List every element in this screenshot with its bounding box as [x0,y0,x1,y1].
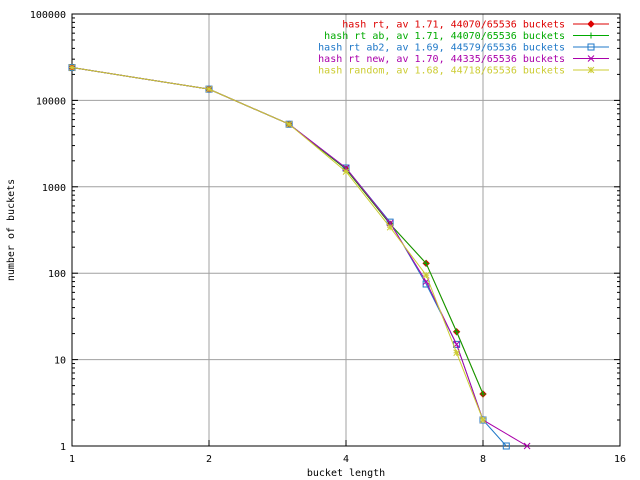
legend-label: hash rt, av 1.71, 44070/65536 buckets [342,20,565,31]
y-tick-label: 100000 [30,10,66,21]
data-point [285,120,293,128]
legend-label: hash rt new, av 1.70, 44335/65536 bucket… [318,54,565,65]
data-point [479,416,487,424]
data-point [205,85,213,93]
y-tick-label: 10 [54,356,66,367]
series-5 [68,64,487,424]
x-tick-label: 4 [343,454,349,465]
x-tick-labels: 1 2 4 8 16 [69,454,626,465]
data-point [480,390,486,397]
series-group [68,63,531,450]
data-point [422,271,430,279]
y-tick-label: 1 [60,442,66,453]
data-point [453,349,460,357]
y-tick-labels: 1 10 100 1000 10000 100000 [30,10,66,453]
legend-marker [588,32,594,39]
data-point [502,442,510,450]
legend-label: hash rt ab2, av 1.69, 44579/65536 bucket… [318,43,565,54]
x-tick-label: 16 [614,454,626,465]
data-point [523,442,531,450]
legend: hash rt, av 1.71, 44070/65536 bucketshas… [318,20,609,77]
y-axis-label: number of buckets [6,179,17,281]
series-line [71,67,484,395]
legend-marker [587,20,595,28]
grid-lines [71,13,621,447]
x-tick-label: 1 [69,454,75,465]
data-point [386,223,394,231]
data-point [68,64,76,71]
legend-label: hash rt ab, av 1.71, 44070/65536 buckets [324,31,565,42]
y-tick-label: 1000 [42,183,66,194]
y-tick-label: 100 [48,269,66,280]
x-tick-label: 8 [480,454,486,465]
axis-ticks [71,13,621,447]
series-line [71,67,528,447]
series-line [71,67,484,395]
legend-label: hash random, av 1.68, 44718/65536 bucket… [318,66,565,77]
x-axis-label: bucket length [307,468,385,479]
series-4 [68,64,531,450]
data-point [423,260,430,267]
data-point [453,328,460,335]
series-1 [68,63,487,398]
legend-marker [587,55,595,62]
legend-marker [587,43,595,51]
data-point [342,168,350,175]
y-tick-label: 10000 [36,96,66,107]
x-tick-label: 2 [206,454,212,465]
series-2 [69,64,486,397]
legend-marker [587,66,595,74]
series-line [71,67,484,421]
